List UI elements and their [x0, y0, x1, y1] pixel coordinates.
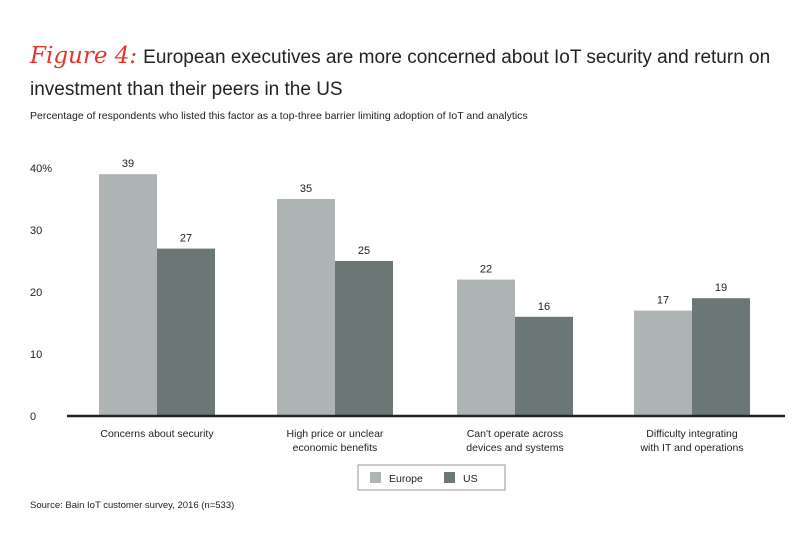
figure-label: Figure 4:: [30, 43, 138, 69]
bar-europe: [634, 310, 692, 416]
x-tick-label: Can't operate across: [467, 428, 564, 440]
legend-swatch-us: [444, 472, 455, 483]
y-tick-label: 0: [30, 411, 36, 423]
source-note: Source: Bain IoT customer survey, 2016 (…: [30, 500, 235, 511]
x-tick-label: with IT and operations: [639, 442, 743, 454]
y-tick-label: 10: [30, 349, 42, 361]
legend-label-us: US: [463, 473, 478, 485]
chart-subtitle: Percentage of respondents who listed thi…: [30, 110, 528, 122]
x-tick-label: Concerns about security: [100, 428, 214, 440]
y-tick-label: 20: [30, 287, 42, 299]
data-label: 17: [657, 295, 669, 307]
x-tick-label: Difficulty integrating: [646, 428, 738, 440]
data-label: 19: [715, 282, 727, 294]
legend-label-europe: Europe: [389, 473, 423, 485]
x-tick-label: High price or unclear: [287, 428, 384, 440]
data-label: 16: [538, 301, 550, 313]
bar-us: [157, 248, 215, 416]
bar-us: [515, 316, 573, 416]
data-label: 25: [358, 245, 370, 257]
title-text: European executives are more concerned a…: [30, 47, 771, 100]
legend-swatch-europe: [370, 472, 381, 483]
bar-us: [692, 298, 750, 416]
y-tick-label: 40%: [30, 163, 52, 175]
data-label: 39: [122, 158, 134, 170]
bar-europe: [99, 174, 157, 416]
bar-us: [335, 261, 393, 416]
chart-title: Figure 4: European executives are more co…: [30, 40, 790, 106]
x-tick-label: devices and systems: [466, 442, 563, 454]
y-tick-label: 30: [30, 225, 42, 237]
bar-europe: [457, 279, 515, 416]
data-label: 27: [180, 233, 192, 245]
data-label: 22: [480, 264, 492, 276]
data-label: 35: [300, 183, 312, 195]
bar-europe: [277, 199, 335, 416]
legend-box: [357, 464, 506, 491]
x-tick-label: economic benefits: [293, 442, 378, 454]
